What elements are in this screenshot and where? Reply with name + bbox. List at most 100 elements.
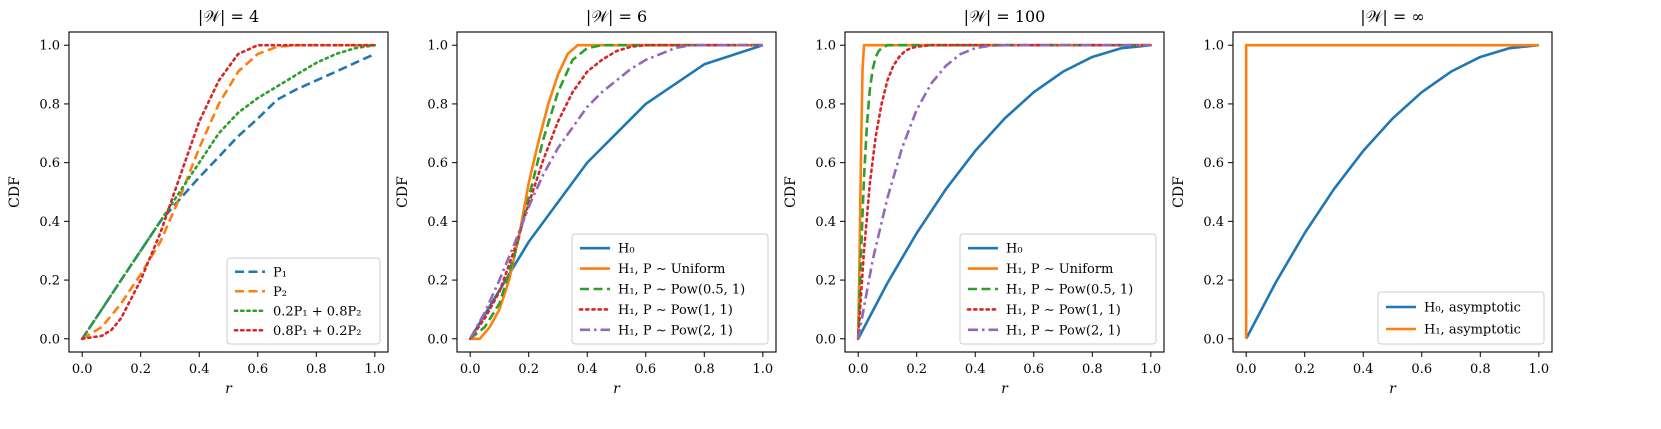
y-tick-label: 0.4 — [1203, 215, 1224, 230]
legend-label-2: H₁, asymptotic — [1424, 323, 1521, 338]
y-tick-label: 1.0 — [427, 39, 448, 54]
y-tick-label: 0.0 — [39, 332, 60, 347]
y-tick-label: 0.0 — [427, 332, 448, 347]
series-line-1 — [1245, 43, 1539, 340]
x-tick-label: 0.8 — [306, 362, 327, 377]
chart-panel-3: 0.0 0.2 0.4 0.6 0.8 1.0 0.0 0.2 0.4 0.6 0.8 1.0 r CDF… — [783, 7, 1165, 397]
x-tick-label: 0.0 — [848, 362, 869, 377]
axes-frame — [844, 31, 1165, 353]
series-group — [1244, 43, 1539, 340]
legend-label-2: H₁, P ∼ Uniform — [618, 262, 725, 277]
y-axis-label: CDF — [783, 176, 799, 208]
series-line-1 — [857, 43, 1151, 340]
y-axis-label: CDF — [1171, 176, 1187, 208]
legend-label-3: 0.2P₁ + 0.8P₂ — [273, 304, 361, 319]
y-tick-label: 1.0 — [39, 39, 60, 54]
x-tick-label: 0.0 — [72, 362, 93, 377]
x-tick-label: 0.4 — [189, 362, 210, 377]
legend-box — [1377, 291, 1545, 345]
legend-label-4: H₁, P ∼ Pow(1, 1) — [1006, 303, 1121, 318]
series-group — [80, 43, 377, 341]
x-tick-label: 0.2 — [1294, 362, 1315, 377]
series-line-5 — [469, 43, 763, 340]
y-tick-label: 0.2 — [427, 274, 448, 289]
x-axis-label: r — [613, 381, 621, 397]
y-tick-label: 1.0 — [1203, 39, 1224, 54]
legend: H₀ H₁, P ∼ Uniform H₁, P ∼ Pow(0.5, 1) H₁, … — [959, 233, 1157, 345]
y-tick-label: 0.8 — [39, 97, 60, 112]
x-tick-label: 1.0 — [1528, 362, 1549, 377]
legend-label-1: H₀, asymptotic — [1424, 301, 1521, 316]
x-tick-label: 0.4 — [577, 362, 598, 377]
y-tick-label: 1.0 — [815, 39, 836, 54]
y-tick-label: 0.2 — [39, 274, 60, 289]
chart-panel-4: 0.0 0.2 0.4 0.6 0.8 1.0 0.0 0.2 0.4 0.6 0.8 1.0 r CDF… — [1171, 7, 1553, 397]
series-line-2 — [81, 43, 375, 340]
legend-label-5: H₁, P ∼ Pow(2, 1) — [1006, 323, 1121, 338]
x-tick-label: 0.6 — [1411, 362, 1432, 377]
series-line-2 — [470, 43, 763, 341]
y-tick-label: 0.0 — [1203, 332, 1224, 347]
y-tick-label: 0.6 — [815, 156, 836, 171]
x-tick-label: 0.6 — [247, 362, 268, 377]
x-tick-label: 1.0 — [1140, 362, 1161, 377]
x-tick-label: 1.0 — [364, 362, 385, 377]
y-tick-label: 0.8 — [815, 97, 836, 112]
legend-label-1: H₀ — [618, 242, 635, 257]
y-tick-label: 0.4 — [427, 215, 448, 230]
legend-label-5: H₁, P ∼ Pow(2, 1) — [618, 323, 733, 338]
x-tick-label: 0.2 — [906, 362, 927, 377]
axes-frame — [68, 31, 389, 353]
legend-label-1: H₀ — [1006, 242, 1023, 257]
legend-label-3: H₁, P ∼ Pow(0.5, 1) — [1006, 283, 1133, 298]
series-line-4 — [468, 43, 765, 341]
y-tick-label: 0.6 — [427, 156, 448, 171]
x-tick-label: 0.2 — [518, 362, 539, 377]
y-tick-label: 0.8 — [427, 97, 448, 112]
series-line-1 — [469, 43, 764, 340]
chart-title: |𝒲| = 6 — [586, 7, 647, 26]
legend-label-2: H₁, P ∼ Uniform — [1006, 262, 1113, 277]
x-axis-label: r — [1389, 381, 1397, 397]
x-tick-label: 0.8 — [1470, 362, 1491, 377]
x-axis-label: r — [1001, 381, 1009, 397]
y-tick-label: 0.2 — [1203, 274, 1224, 289]
chart-panel-1: 0.0 0.2 0.4 0.6 0.8 1.0 0.0 0.2 0.4 0.6 0.8 1.0 r CDF… — [7, 7, 389, 397]
y-tick-label: 0.6 — [39, 156, 60, 171]
legend-box — [959, 233, 1157, 345]
y-tick-label: 0.4 — [815, 215, 836, 230]
series-line-3 — [80, 43, 377, 341]
legend-label-4: 0.8P₁ + 0.2P₂ — [273, 324, 361, 339]
x-tick-label: 0.6 — [635, 362, 656, 377]
y-tick-label: 0.4 — [39, 215, 60, 230]
x-axis-label: r — [225, 381, 233, 397]
series-line-3 — [856, 43, 1151, 339]
y-tick-label: 0.8 — [1203, 97, 1224, 112]
x-tick-label: 0.4 — [965, 362, 986, 377]
series-group — [856, 43, 1153, 341]
chart-title: |𝒲| = 100 — [964, 7, 1046, 26]
series-line-2 — [1244, 43, 1539, 339]
legend-label-4: H₁, P ∼ Pow(1, 1) — [618, 303, 733, 318]
chart-title: |𝒲| = 4 — [198, 7, 259, 26]
legend-box — [571, 233, 769, 345]
x-tick-label: 0.0 — [1236, 362, 1257, 377]
x-tick-label: 0.8 — [694, 362, 715, 377]
legend-label-3: H₁, P ∼ Pow(0.5, 1) — [618, 283, 745, 298]
legend-box — [226, 257, 381, 345]
chart-title: |𝒲| = ∞ — [1360, 7, 1424, 26]
legend-label-2: P₂ — [273, 285, 287, 300]
series-group — [468, 43, 765, 341]
x-tick-label: 0.4 — [1353, 362, 1374, 377]
y-axis-label: CDF — [395, 176, 411, 208]
x-tick-label: 0.0 — [460, 362, 481, 377]
legend: P₁ P₂ 0.2P₁ + 0.8P₂ 0.8P₁ + 0.2P₂ — [226, 257, 381, 345]
y-tick-label: 0.0 — [815, 332, 836, 347]
series-line-4 — [856, 43, 1153, 341]
y-tick-label: 0.2 — [815, 274, 836, 289]
series-line-4 — [80, 43, 377, 341]
series-line-3 — [469, 43, 763, 340]
x-tick-label: 1.0 — [752, 362, 773, 377]
y-tick-label: 0.6 — [1203, 156, 1224, 171]
